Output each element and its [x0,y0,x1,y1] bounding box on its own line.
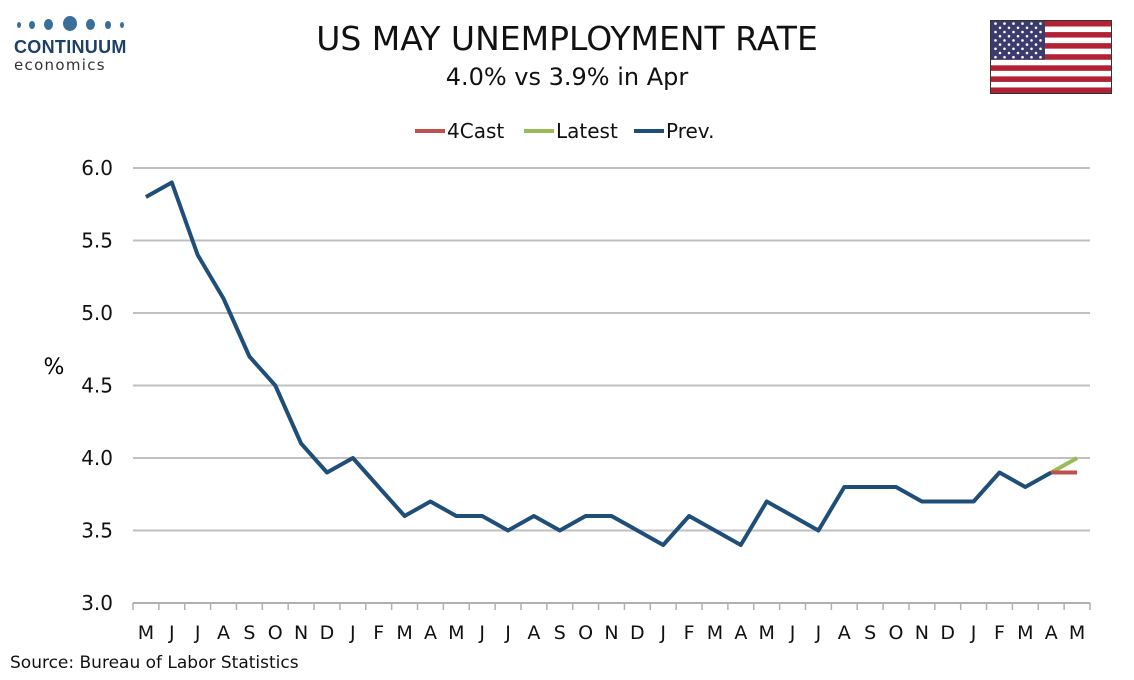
x-tick-label: S [864,622,876,644]
x-tick-label: J [349,622,356,644]
x-tick-label: A [217,622,230,644]
series-lines [144,180,1079,547]
x-tick-label: F [994,622,1005,644]
y-tick-label: 4.0 [81,446,113,470]
legend: 4Cast Latest Prev. [415,119,714,143]
y-tick-label: 3.5 [81,519,113,543]
x-tick-label: D [320,622,335,644]
y-tick-label: 6.0 [81,156,113,180]
x-tick-label: M [1017,622,1033,644]
x-tick-label: M [758,622,774,644]
x-tick-label: M [448,622,464,644]
x-tick-label: M [138,622,154,644]
x-tick-label: D [940,622,955,644]
x-tick-label: J [168,622,175,644]
x-tick-label: A [1045,622,1058,644]
x-tick-label: S [554,622,566,644]
x-tick-label: O [889,622,904,644]
x-tick-label: A [527,622,540,644]
x-tick-label: N [294,622,308,644]
x-tick-label: O [268,622,283,644]
source-note: Source: Bureau of Labor Statistics [10,653,299,673]
dots-logo-icon [14,14,134,36]
x-tick-label: J [478,622,485,644]
series-line-prev [144,180,1053,547]
x-tick-label: A [838,622,851,644]
logo-name: CONTINUUM [14,37,127,57]
legend-label: 4Cast [447,119,504,143]
legend-label: Prev. [666,119,714,143]
x-tick-label: A [424,622,437,644]
x-tick-label: F [373,622,384,644]
company-logo: CONTINUUM economics [14,14,134,74]
x-tick-label: J [815,622,822,644]
x-tick-label: O [578,622,593,644]
legend-label: Latest [556,119,618,143]
x-tick-label: M [396,622,412,644]
chart-subtitle: 4.0% vs 3.9% in Apr [445,63,689,91]
x-tick-label: J [194,622,201,644]
x-tick-label: J [504,622,511,644]
x-tick-label: J [789,622,796,644]
logo-subtitle: economics [14,56,106,74]
x-tick-label: D [630,622,645,644]
x-axis [132,602,1091,610]
x-tick-label: M [707,622,723,644]
y-tick-label: 4.5 [81,374,113,398]
x-tick-label: M [1069,622,1085,644]
y-tick-label: 5.5 [81,229,113,253]
y-axis-label: % [44,355,65,380]
gridlines [133,167,1090,532]
us-flag-icon [990,20,1112,94]
y-axis: 3.0 3.5 4.0 4.5 5.0 5.5 6.0 [81,156,113,615]
x-tick-label: N [915,622,929,644]
y-tick-label: 5.0 [81,301,113,325]
series-line-latest [1050,456,1079,475]
x-tick-label: S [243,622,255,644]
x-tick-label: N [604,622,618,644]
x-tick-label: A [734,622,747,644]
y-tick-label: 3.0 [81,591,113,615]
x-tick-label: J [970,622,977,644]
x-tick-label: F [684,622,695,644]
chart-title: US MAY UNEMPLOYMENT RATE [316,19,818,58]
x-tick-label: J [659,622,666,644]
